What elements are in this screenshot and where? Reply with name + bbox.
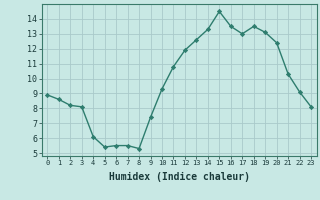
X-axis label: Humidex (Indice chaleur): Humidex (Indice chaleur) xyxy=(109,172,250,182)
